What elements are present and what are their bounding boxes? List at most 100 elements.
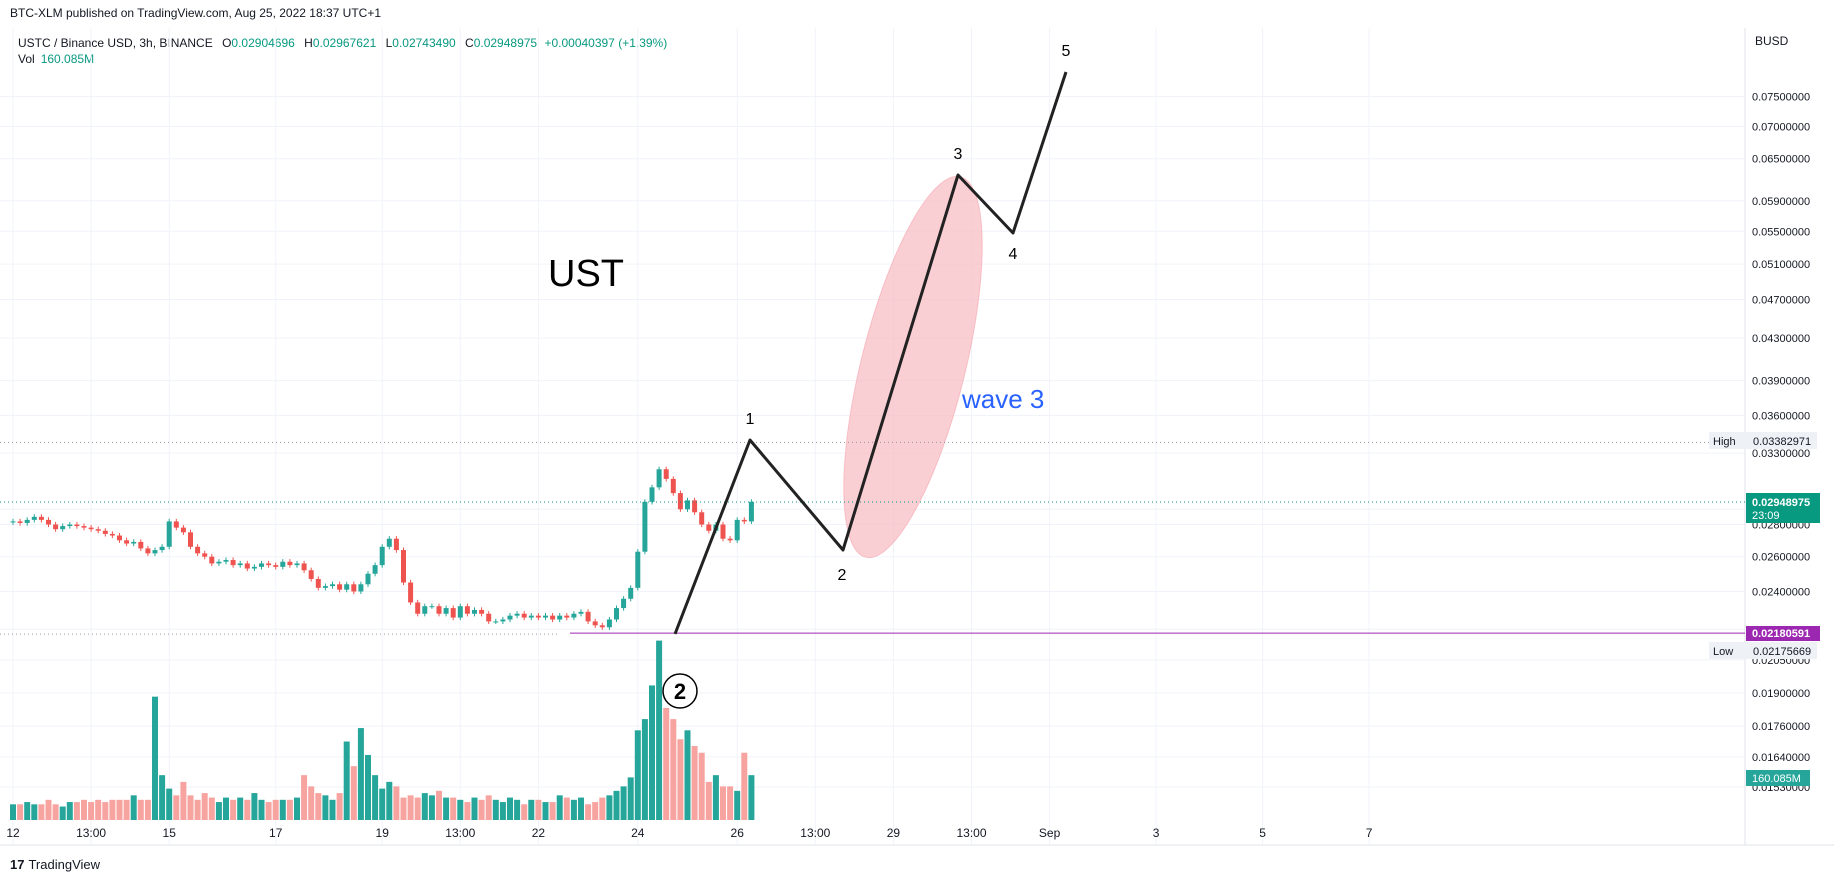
volume-bar [130,795,137,820]
volume-bar [563,797,570,820]
candle-body [621,598,627,609]
volume-bar [52,804,59,820]
volume-bar [265,802,272,820]
volume-bar [478,799,485,820]
volume-bar [464,802,471,820]
candle-body [500,619,506,622]
volume-bar [81,799,87,820]
volume-bar [45,799,52,820]
volume-bar [663,707,670,820]
volume-bar [727,786,734,820]
time-axis[interactable]: 12 13:00 15 17 19 13:00 22 24 26 13:00 29 13:00 Sep 3… [6,826,1372,840]
volume-bar [244,799,251,820]
volume-bar [372,775,379,820]
volume-bar [322,795,329,820]
candle-body [422,606,428,614]
volume-bar [649,685,655,820]
purple-price-tag: 0.02180591 [1752,628,1810,640]
candle-body [535,615,541,618]
volume-bar [549,802,556,820]
volume-bar [31,804,38,820]
candle-body [67,524,73,527]
volume-bar [620,786,627,820]
candle-body [635,551,641,588]
countdown-tag: 23:09 [1752,510,1780,522]
circled-2-label: 2 [674,679,686,704]
volume-bar [599,797,606,820]
volume-bar [436,790,442,820]
x-tick-label: 17 [269,826,283,840]
wave-point-label: 5 [1062,43,1071,60]
candle-body [614,608,619,620]
tradingview-footer[interactable]: 17 TradingView [10,857,100,872]
candle-body [237,563,243,566]
high-tag-label: High [1713,436,1736,448]
volume-bar [237,797,244,820]
volume-bar [152,696,158,820]
volume-bar [627,777,634,820]
wave-point-label: 3 [954,146,963,163]
low-value: 0.02743490 [392,36,456,50]
candle-body [606,619,612,628]
candle-body [74,524,80,527]
candle-body [188,532,193,547]
candle-body [550,615,556,620]
y-tick-label: 0.02600000 [1752,552,1810,564]
price-axis[interactable]: 0.07500000 0.07000000 0.06500000 0.05900000… [1752,92,1810,794]
volume-bar [613,790,620,820]
volume-bar [450,797,457,820]
candle-body [95,529,101,531]
purple-tag-bg [1746,626,1820,641]
text-annotations: UST wave 3 2 [548,253,1044,709]
candle-body [337,584,343,590]
candle-body [628,587,634,599]
circled-2-ring [662,673,698,709]
candle-body [124,540,130,544]
candle-body [720,524,726,539]
wave-point-label: 1 [746,411,755,428]
volume-bar [698,752,705,820]
candle-body [315,578,321,588]
y-tick-label: 0.01760000 [1752,721,1810,733]
volume-bar [499,802,506,820]
volume-bar [286,799,293,820]
volume-bar [379,788,386,820]
volume-bar [95,799,102,820]
volume-bar [201,793,208,820]
volume-bar [606,795,613,820]
symbol-title[interactable]: USTC / Binance USD, 3h, BINANCE [18,36,213,50]
candle-body [17,521,23,523]
y-tick-label: 0.02400000 [1752,586,1810,598]
volume-bar [123,799,130,820]
wave3-label[interactable]: wave 3 [961,384,1044,414]
volume-bar [159,775,166,820]
candle-body [415,602,421,614]
candle-body [692,500,698,513]
y-tick-label: 0.03900000 [1752,376,1810,388]
volume-bar [102,802,109,820]
volume-bar [677,739,684,820]
volume-bar [428,795,435,820]
volume-bar [556,795,563,820]
volume-bar [66,802,73,820]
candle-body [528,615,534,618]
candle-body [464,606,470,614]
wave-point-label: 2 [838,567,847,584]
elliott-wave[interactable] [673,71,1068,635]
ust-label[interactable]: UST [548,253,624,295]
volume-bar [315,793,322,820]
candle-body [472,609,477,614]
candle-body [521,613,527,618]
volume-bar [329,799,336,820]
volume-bar [514,799,521,820]
volume-label: Vol [18,52,35,66]
candle-body [301,563,307,571]
tradingview-brand: TradingView [28,857,101,872]
volume-bar [109,799,116,820]
candle-body [330,584,335,587]
volume-tag-bg [1746,770,1810,786]
candle-body [642,501,648,552]
candle-body [748,501,754,522]
candle-body [88,527,94,530]
